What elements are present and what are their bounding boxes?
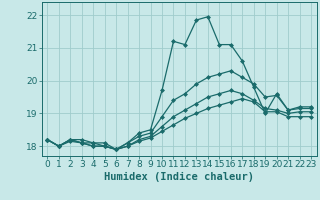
X-axis label: Humidex (Indice chaleur): Humidex (Indice chaleur) bbox=[104, 172, 254, 182]
